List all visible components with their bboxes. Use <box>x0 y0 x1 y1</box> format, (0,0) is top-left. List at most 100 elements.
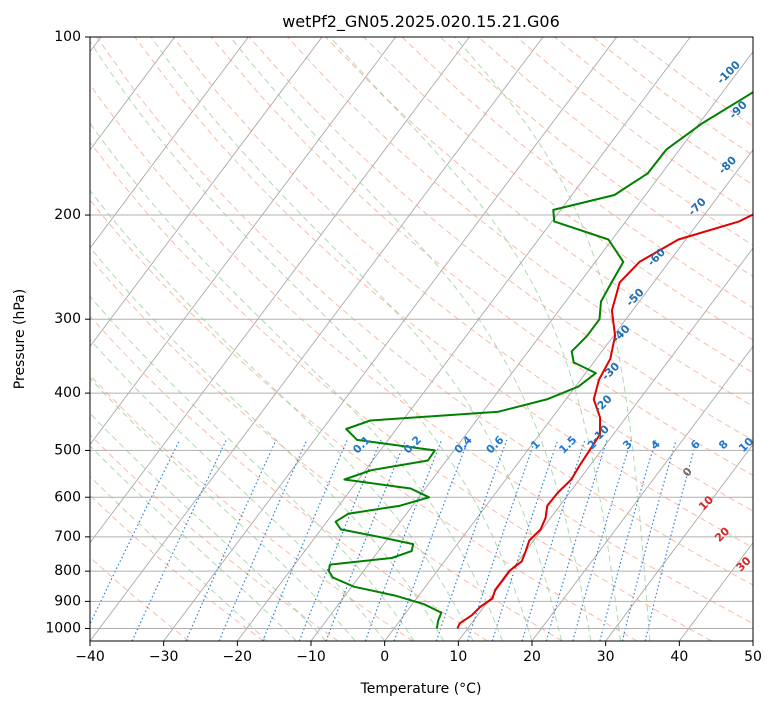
theta-e-label: -50 <box>623 286 646 309</box>
dry-adiabat-line <box>439 37 753 277</box>
moist-adiabat-line <box>90 377 356 641</box>
isotherm-line <box>384 149 753 641</box>
isotherm-line <box>163 37 618 641</box>
dry-adiabat-line <box>134 37 753 549</box>
isotherm-line <box>457 247 753 641</box>
dewpoint-profile-line <box>327 90 753 629</box>
y-tick-label: 800 <box>54 563 81 579</box>
mixing-ratio-line <box>644 439 698 641</box>
isotherm-line <box>752 640 753 641</box>
y-tick-label: 1000 <box>45 620 81 636</box>
dry-adiabat-line <box>210 37 753 476</box>
y-tick-label: 300 <box>54 311 81 327</box>
x-tick-label: 10 <box>449 649 467 665</box>
isotherm-line <box>90 37 249 249</box>
dry-adiabat-line <box>96 37 753 586</box>
dry-adiabat-line <box>90 141 712 641</box>
y-tick-label: 600 <box>54 489 81 505</box>
isotherm-line <box>90 37 397 446</box>
mixing-ratio-line <box>185 439 277 641</box>
isotherm-line <box>90 37 323 348</box>
y-axis-label: Pressure (hPa) <box>12 289 28 389</box>
dry-adiabat-line <box>90 257 563 641</box>
dry-adiabat-line <box>325 37 753 374</box>
mixing-ratio-line <box>599 439 657 641</box>
mixing-ratio-line <box>262 439 348 641</box>
moist-adiabat-line <box>90 122 503 641</box>
moist-adiabat-label: 40 <box>760 582 775 602</box>
y-tick-label: 100 <box>54 29 81 45</box>
theta-e-label: -60 <box>645 245 668 268</box>
reference-line-labels: -100-90-80-70-60-50-40-30-20-100.1 0.2 0.4… <box>350 58 775 602</box>
isotherm-line <box>605 443 753 641</box>
x-tick-label: 40 <box>670 649 688 665</box>
pressure-gridlines <box>90 37 753 629</box>
moist-adiabat-line <box>90 40 533 641</box>
mixing-ratio-line <box>393 439 469 641</box>
mixing-ratio-line <box>491 439 559 641</box>
isotherm-line <box>90 37 470 544</box>
x-tick-label: 30 <box>597 649 615 665</box>
dry-adiabat-line <box>90 83 753 625</box>
dry-adiabat-line <box>248 37 753 441</box>
moist-adiabat-line <box>90 445 297 641</box>
moist-adiabat-label: 10 <box>696 493 716 513</box>
mixing-ratio-label: 0.2 <box>401 433 424 456</box>
x-tick-label: −30 <box>149 649 179 665</box>
mixing-ratio-label: 0.4 <box>452 433 475 456</box>
dry-adiabat-line <box>363 37 753 341</box>
moist-adiabat-line <box>150 37 562 641</box>
mixing-ratio-line <box>435 439 508 641</box>
x-tick-label: −10 <box>296 649 326 665</box>
isotherm-line <box>531 345 753 641</box>
x-tick-label: 0 <box>380 649 389 665</box>
mixing-ratio-label: 1.5 <box>556 433 579 456</box>
theta-e-label: -90 <box>727 98 750 121</box>
x-axis-label: Temperature (°C) <box>360 681 482 697</box>
dry-adiabat-line <box>90 374 414 641</box>
moist-adiabat-line <box>90 475 268 641</box>
moist-adiabat-line <box>230 37 592 641</box>
dry-adiabat-line <box>554 37 753 186</box>
y-tick-label: 900 <box>54 593 81 609</box>
theta-e-label: -100 <box>714 58 743 87</box>
dry-adiabat-line <box>90 315 488 641</box>
isotherm-line <box>236 37 691 641</box>
mixing-ratio-line <box>466 439 536 641</box>
y-tick-label: 700 <box>54 529 81 545</box>
temperature-profile-line <box>456 213 753 629</box>
y-tick-label: 500 <box>54 442 81 458</box>
isotherm-line <box>678 542 753 641</box>
dry-adiabat-line <box>172 37 753 512</box>
mixing-ratio-line <box>218 439 308 641</box>
y-tick-label: 400 <box>54 385 81 401</box>
mixing-ratio-line <box>131 439 227 641</box>
sounding-series <box>327 90 753 629</box>
moist-adiabat-line <box>90 189 474 641</box>
isotherm-line <box>310 50 753 641</box>
chart-title: wetPf2_GN05.2025.020.15.21.G06 <box>282 12 560 32</box>
x-tick-label: 50 <box>744 649 762 665</box>
mixing-ratio-line <box>621 439 677 641</box>
isotherm-line <box>90 37 176 151</box>
dry-adiabat-line <box>90 199 638 641</box>
plot-frame <box>89 36 754 642</box>
x-tick-label: −20 <box>223 649 253 665</box>
dry-adiabat-line <box>90 494 264 641</box>
mixing-ratio-line <box>364 439 443 641</box>
moist-adiabat-line <box>90 295 415 641</box>
mixing-ratio-line <box>545 439 608 641</box>
isotherm-line <box>90 37 544 641</box>
moist-adiabat-line <box>90 412 327 641</box>
axes: −40 −30 −20 −10 0 10 20 30 40 50 1000 900 800 700 600 5… <box>45 29 762 665</box>
plot-area: -100-90-80-70-60-50-40-30-20-100.1 0.2 0.4… <box>90 37 775 641</box>
x-tick-label: −40 <box>75 649 105 665</box>
theta-e-label: -30 <box>599 359 622 382</box>
dry-adiabat-line <box>90 556 190 641</box>
dry-adiabat-line <box>477 37 753 246</box>
moist-adiabat-label: 20 <box>712 524 732 544</box>
moist-adiabat-line <box>454 37 651 641</box>
background-reference-lines <box>90 37 753 641</box>
mixing-ratio-label: 0.6 <box>484 433 507 456</box>
